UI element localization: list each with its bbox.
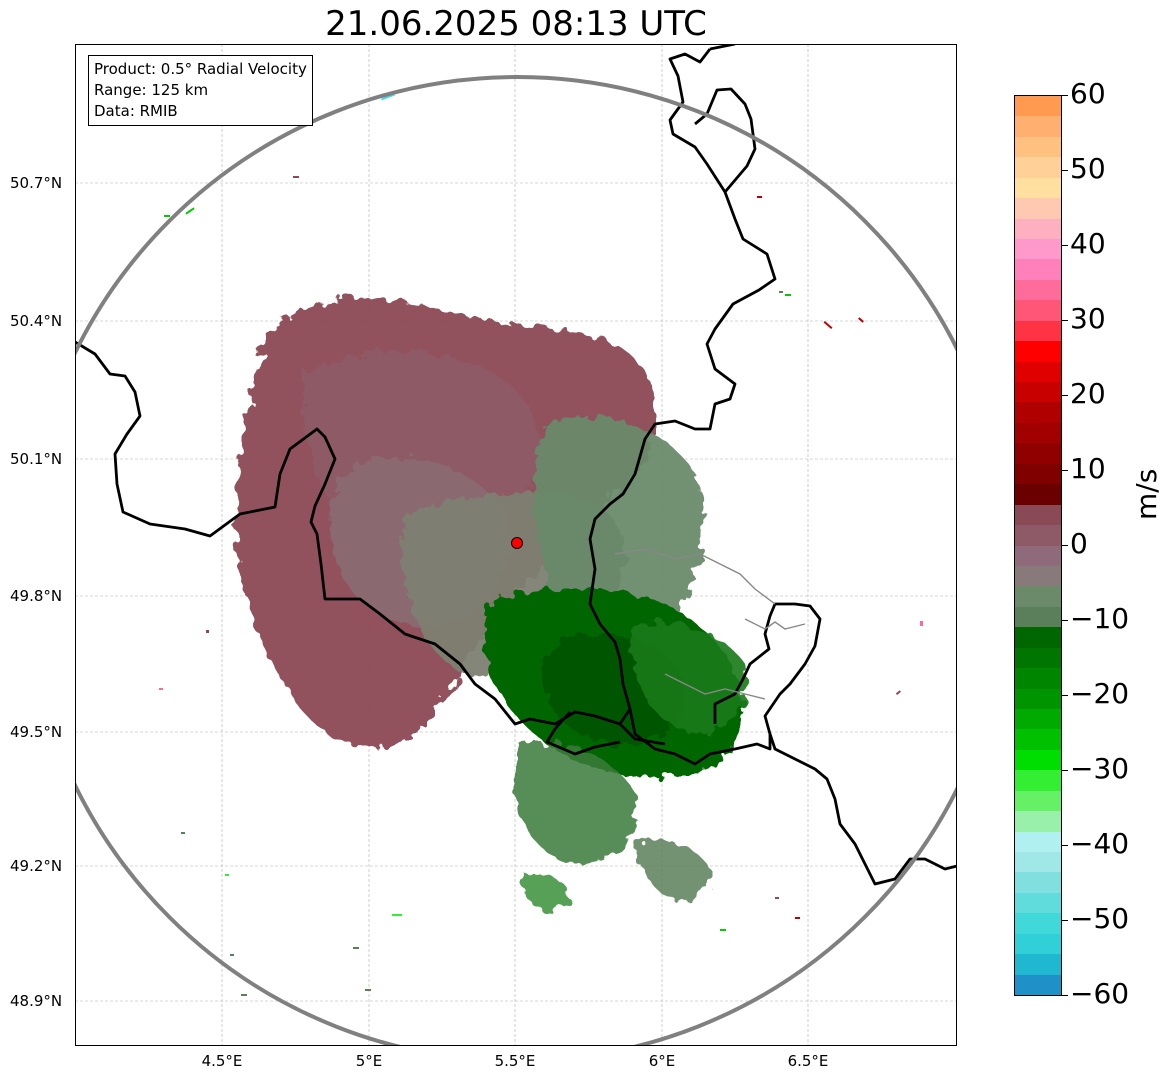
colorbar-tick <box>1062 695 1068 697</box>
colorbar-tick <box>1062 245 1068 247</box>
colorbar-segment <box>1015 831 1061 853</box>
country-borders <box>75 44 957 886</box>
lat-label-50-7: 50.7°N <box>10 174 63 192</box>
lat-label-50-4: 50.4°N <box>10 312 63 330</box>
colorbar-tick-label: 0 <box>1070 527 1088 560</box>
data-source-text: Data: RMIB <box>94 102 178 120</box>
lon-label-5-5: 5.5°E <box>494 1052 536 1070</box>
colorbar-segment <box>1015 913 1061 935</box>
colorbar-segment <box>1015 974 1061 995</box>
lon-label-4-5: 4.5°E <box>201 1052 243 1070</box>
lat-label-49-8: 49.8°N <box>10 587 63 605</box>
colorbar-segment <box>1015 198 1061 220</box>
colorbar-segment <box>1015 606 1061 628</box>
lat-label-49-5: 49.5°N <box>10 723 63 741</box>
colorbar-segment <box>1015 565 1061 587</box>
colorbar-tick <box>1062 95 1068 97</box>
colorbar-segment <box>1015 157 1061 179</box>
colorbar-tick <box>1062 770 1068 772</box>
colorbar-tick <box>1062 545 1068 547</box>
colorbar-segment <box>1015 382 1061 404</box>
info-box: Product: 0.5° Radial Velocity Range: 125… <box>88 55 313 126</box>
colorbar-segment <box>1015 341 1061 363</box>
colorbar-segment <box>1015 218 1061 240</box>
lat-label-48-9: 48.9°N <box>10 992 63 1010</box>
colorbar-segment <box>1015 116 1061 138</box>
lon-label-6-5: 6.5°E <box>787 1052 829 1070</box>
colorbar-segment <box>1015 749 1061 771</box>
colorbar-tick-label: −60 <box>1070 977 1130 1010</box>
region-borders <box>614 548 806 700</box>
scattered-echoes <box>159 93 923 996</box>
colorbar-tick-label: −20 <box>1070 677 1130 710</box>
colorbar-segment <box>1015 851 1061 873</box>
colorbar-segment <box>1015 422 1061 444</box>
colorbar-segment <box>1015 729 1061 751</box>
colorbar-segment <box>1015 320 1061 342</box>
colorbar-segment <box>1015 770 1061 792</box>
colorbar-tick-label: −50 <box>1070 902 1130 935</box>
colorbar-segment <box>1015 463 1061 485</box>
colorbar-tick <box>1062 995 1068 997</box>
product-text: Product: 0.5° Radial Velocity <box>94 60 307 78</box>
colorbar-segment <box>1015 300 1061 322</box>
colorbar-tick <box>1062 620 1068 622</box>
colorbar-tick <box>1062 470 1068 472</box>
colorbar-segment <box>1015 443 1061 465</box>
colorbar-tick-label: 10 <box>1070 452 1106 485</box>
colorbar-segment <box>1015 708 1061 730</box>
colorbar-segment <box>1015 484 1061 506</box>
colorbar-tick-label: −40 <box>1070 827 1130 860</box>
colorbar-segment <box>1015 525 1061 547</box>
map-title: 21.06.2025 08:13 UTC <box>325 4 707 44</box>
colorbar-segment <box>1015 872 1061 894</box>
lon-label-5: 5°E <box>355 1052 383 1070</box>
colorbar-segment <box>1015 811 1061 833</box>
colorbar-tick-label: −10 <box>1070 602 1130 635</box>
colorbar-segment <box>1015 586 1061 608</box>
map-frame <box>75 44 957 1046</box>
lat-label-50-1: 50.1°N <box>10 450 63 468</box>
colorbar-segment <box>1015 279 1061 301</box>
colorbar-segment <box>1015 136 1061 158</box>
colorbar-tick <box>1062 845 1068 847</box>
colorbar-segment <box>1015 361 1061 383</box>
colorbar-tick <box>1062 170 1068 172</box>
colorbar <box>1014 95 1062 996</box>
colorbar-tick-label: 20 <box>1070 377 1106 410</box>
colorbar-segment <box>1015 96 1061 118</box>
colorbar-tick-label: 30 <box>1070 302 1106 335</box>
colorbar-segment <box>1015 954 1061 976</box>
radar-map[interactable] <box>75 44 957 1046</box>
colorbar-segment <box>1015 402 1061 424</box>
colorbar-tick-label: 60 <box>1070 77 1106 110</box>
colorbar-segment <box>1015 933 1061 955</box>
range-text: Range: 125 km <box>94 81 209 99</box>
colorbar-segment <box>1015 668 1061 690</box>
colorbar-segment <box>1015 239 1061 261</box>
colorbar-tick-label: 50 <box>1070 152 1106 185</box>
colorbar-segment <box>1015 790 1061 812</box>
colorbar-segment <box>1015 627 1061 649</box>
colorbar-segment <box>1015 688 1061 710</box>
colorbar-segment <box>1015 647 1061 669</box>
colorbar-tick <box>1062 320 1068 322</box>
colorbar-segment <box>1015 504 1061 526</box>
colorbar-segment <box>1015 177 1061 199</box>
colorbar-unit-label: m/s <box>1130 468 1163 520</box>
colorbar-tick-label: −30 <box>1070 752 1130 785</box>
colorbar-segment <box>1015 545 1061 567</box>
lon-label-6: 6°E <box>648 1052 676 1070</box>
range-ring <box>75 75 957 1046</box>
velocity-echoes <box>235 297 748 911</box>
colorbar-segment <box>1015 892 1061 914</box>
colorbar-tick <box>1062 920 1068 922</box>
colorbar-segment <box>1015 259 1061 281</box>
colorbar-tick <box>1062 395 1068 397</box>
lat-label-49-2: 49.2°N <box>10 857 63 875</box>
colorbar-tick-label: 40 <box>1070 227 1106 260</box>
radar-site-marker[interactable] <box>511 537 523 549</box>
